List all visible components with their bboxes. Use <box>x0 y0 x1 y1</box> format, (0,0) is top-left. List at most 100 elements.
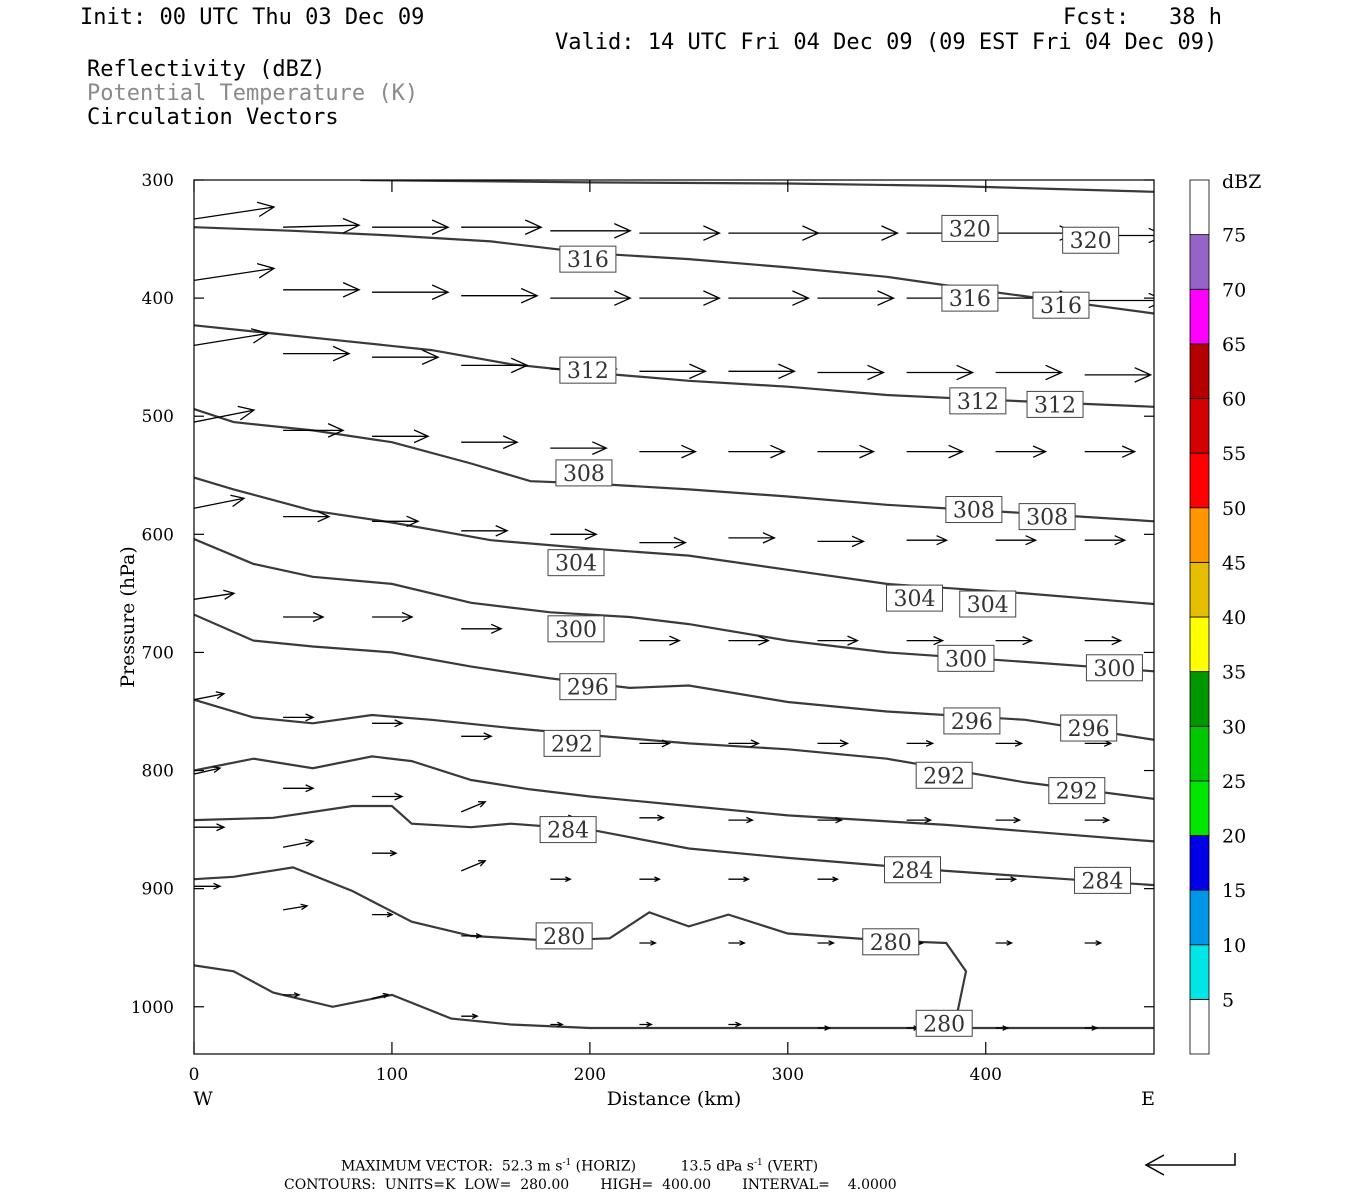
vector-57 <box>372 611 414 623</box>
colorbar-tick-label: 75 <box>1222 225 1246 247</box>
vector-109 <box>1084 940 1103 946</box>
y-tick-label: 300 <box>142 171 174 191</box>
contour-label-284: 284 <box>1074 866 1132 894</box>
vector-18 <box>817 290 896 306</box>
contour-label-300: 300 <box>937 644 995 672</box>
contour-label-304: 304 <box>547 549 605 577</box>
colorbar-segment <box>1189 616 1210 673</box>
x-tick-label: 100 <box>376 1065 408 1085</box>
vector-54 <box>1084 535 1127 546</box>
contour-label-text: 296 <box>951 710 993 735</box>
contour-label-text: 316 <box>567 248 609 273</box>
vector-4 <box>550 223 632 239</box>
x-end-label-east: E <box>1141 1088 1155 1110</box>
vector-33 <box>194 405 256 423</box>
contour-label-312: 312 <box>1026 390 1084 418</box>
contour-label-text: 304 <box>893 587 935 612</box>
vector-17 <box>728 290 810 306</box>
vector-82 <box>639 814 665 822</box>
isentrope-292-7 <box>194 698 1154 800</box>
vector-41 <box>906 444 965 459</box>
contour-label-text: 300 <box>1093 657 1135 682</box>
max-vector-line: MAXIMUM VECTOR: 52.3 m s-1 (HORIZ) 13.5 … <box>341 1159 818 1174</box>
vector-87 <box>1084 816 1111 824</box>
vector-28 <box>728 363 796 380</box>
contour-label-308: 308 <box>555 459 613 487</box>
vector-42 <box>995 445 1048 458</box>
contour-label-296: 296 <box>943 707 1001 735</box>
vector-94 <box>728 876 750 883</box>
vector-21 <box>1084 292 1154 309</box>
contour-label-312: 312 <box>559 356 617 384</box>
isentrope-320-0 <box>360 180 1154 193</box>
contour-label-text: 280 <box>870 931 912 956</box>
contour-label-316: 316 <box>941 284 999 312</box>
vector-104 <box>639 940 657 946</box>
vert-tag: (VERT) <box>767 1158 819 1175</box>
vector-95 <box>817 876 840 883</box>
vector-88 <box>194 823 226 832</box>
vector-56 <box>283 611 325 623</box>
vector-63 <box>906 636 945 646</box>
vector-67 <box>283 713 315 722</box>
colorbar-segment <box>1189 780 1210 836</box>
colorbar-segment <box>1189 507 1210 563</box>
colorbar-tick-label: 45 <box>1222 552 1246 574</box>
colorbar-segment <box>1189 671 1210 727</box>
contour-label-text: 320 <box>949 217 991 242</box>
field-reflectivity: Reflectivity (dBZ) <box>87 57 326 82</box>
vector-55 <box>194 589 236 600</box>
colorbar-segment <box>1189 234 1210 290</box>
contour-label-text: 312 <box>1034 393 1076 418</box>
vector-15 <box>550 290 632 306</box>
vector-71 <box>639 739 671 748</box>
vector-100 <box>282 903 309 911</box>
vector-111 <box>371 992 390 1000</box>
isentrope-288-8 <box>194 755 1154 843</box>
vector-49 <box>639 536 687 549</box>
contour-label-text: 280 <box>923 1012 965 1037</box>
circulation-vectors <box>194 201 1154 1031</box>
colorbar-title: dBZ <box>1222 171 1261 193</box>
y-tick-label: 700 <box>142 643 174 663</box>
vector-5 <box>639 225 721 241</box>
colorbar-tick-label: 60 <box>1222 389 1246 411</box>
y-tick-label: 600 <box>142 525 174 545</box>
colorbar-segment <box>1189 998 1210 1055</box>
contour-label-296: 296 <box>1060 714 1118 742</box>
contour-label-text: 300 <box>945 647 987 672</box>
vector-118 <box>995 1025 1010 1031</box>
max-vector-horiz: 52.3 m s <box>501 1158 563 1175</box>
y-tick-label: 900 <box>142 880 174 900</box>
contour-label-text: 284 <box>892 859 934 884</box>
axes: 300 400 500 600 700 800 900 1000 0 100 200 300 400 <box>131 171 1154 1085</box>
vector-14 <box>461 287 539 304</box>
contour-label-304: 304 <box>885 584 943 612</box>
vector-108 <box>995 940 1014 946</box>
contour-label-text: 280 <box>543 925 585 950</box>
colorbar-segment <box>1189 725 1210 782</box>
colorbar-tick-label: 15 <box>1222 880 1246 902</box>
contour-label-text: 296 <box>1068 717 1110 742</box>
contour-label-292: 292 <box>915 761 973 789</box>
vector-116 <box>817 1025 832 1031</box>
vector-24 <box>372 349 440 365</box>
contour-label-text: 292 <box>1056 780 1098 805</box>
contour-label-280: 280 <box>915 1009 973 1037</box>
vector-43 <box>1084 445 1137 458</box>
vector-119 <box>1084 1025 1099 1031</box>
isentrope-300-5 <box>194 537 1154 673</box>
vector-84 <box>817 816 844 824</box>
contour-label-292: 292 <box>543 729 601 757</box>
colorbar-tick-label: 40 <box>1222 607 1246 629</box>
vector-1 <box>283 217 361 234</box>
vector-38 <box>639 444 697 459</box>
contour-label-text: 308 <box>953 499 995 524</box>
colorbar-segment <box>1189 288 1210 345</box>
vector-32 <box>1084 367 1153 383</box>
contour-label-text: 316 <box>1040 294 1082 319</box>
vector-44 <box>194 494 246 509</box>
vector-106 <box>817 940 836 946</box>
vector-69 <box>461 732 493 741</box>
